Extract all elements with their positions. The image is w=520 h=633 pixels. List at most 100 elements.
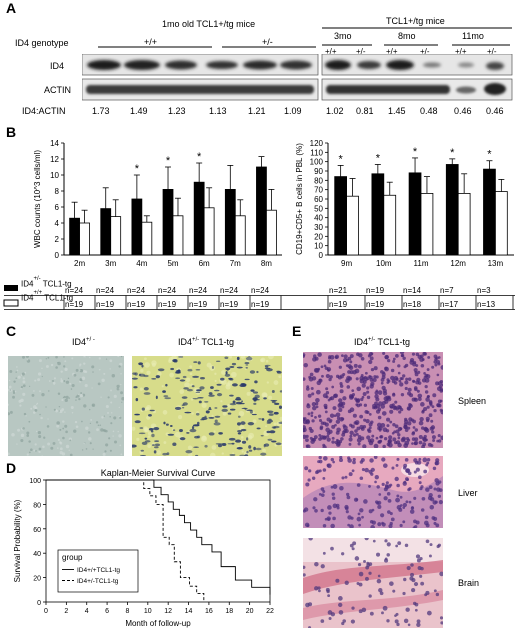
- nucleus: [314, 416, 317, 419]
- cell-speck: [58, 410, 61, 412]
- nucleus: [404, 386, 408, 391]
- cell-speck: [118, 434, 122, 438]
- cell-speck: [22, 392, 26, 396]
- stained-cell: [246, 437, 249, 441]
- cell-speck: [220, 400, 223, 403]
- nucleus: [433, 408, 437, 413]
- nucleus: [341, 476, 345, 480]
- stained-cell: [271, 440, 277, 443]
- nucleus: [397, 433, 401, 437]
- cell-speck: [48, 390, 50, 392]
- nucleus: [362, 376, 366, 380]
- x-tick-label: 2: [64, 608, 68, 615]
- tissue-label-liver: Liver: [458, 488, 478, 498]
- stained-cell: [200, 419, 205, 421]
- cell-speck: [25, 415, 27, 417]
- stained-cell: [218, 432, 223, 435]
- nucleus: [312, 405, 317, 411]
- nucleus: [322, 445, 327, 448]
- cell-speck: [225, 384, 231, 390]
- y-tick-label: 6: [55, 203, 60, 212]
- cell-speck: [47, 418, 49, 420]
- nucleus: [342, 396, 347, 401]
- stained-cell: [248, 356, 251, 357]
- cell-speck: [112, 435, 114, 437]
- stained-cell: [266, 368, 273, 372]
- micrograph-bg: [8, 356, 124, 456]
- stained-cell: [250, 389, 255, 392]
- nucleus: [372, 377, 377, 383]
- nucleus: [387, 442, 393, 448]
- nucleus: [338, 596, 343, 601]
- cell-speck: [62, 427, 65, 430]
- tg-n-cell: n=7: [440, 286, 454, 295]
- legend-label: ID4+/+TCL1-tg: [77, 567, 120, 574]
- stained-cell: [278, 421, 282, 425]
- nucleus: [389, 420, 393, 424]
- nucleus: [381, 411, 387, 416]
- nucleus: [404, 440, 410, 446]
- cell-speck: [97, 382, 101, 386]
- stained-cell: [144, 437, 148, 440]
- bar: [383, 194, 397, 256]
- nucleus: [364, 409, 369, 414]
- nucleus: [324, 517, 328, 521]
- cell-speck: [71, 357, 74, 360]
- cell-speck: [240, 436, 244, 439]
- cell-speck: [74, 420, 78, 424]
- cell-speck: [99, 424, 102, 426]
- nucleus: [317, 352, 322, 357]
- nucleus: [426, 419, 430, 423]
- cell-speck: [65, 395, 69, 399]
- cell-speck: [64, 424, 68, 428]
- stained-cell: [141, 407, 145, 411]
- nucleus: [436, 373, 440, 377]
- cell-speck: [273, 380, 279, 385]
- cell-speck: [28, 440, 31, 443]
- stained-cell: [240, 428, 247, 432]
- nucleus: [426, 457, 431, 462]
- stained-cell: [236, 447, 243, 450]
- nucleus: [329, 413, 335, 418]
- x-tick-label: 16: [205, 608, 213, 615]
- nucleus: [433, 589, 437, 593]
- cell-speck: [52, 379, 54, 382]
- nucleus: [432, 439, 436, 442]
- nucleus: [375, 375, 379, 379]
- nucleus: [394, 619, 399, 624]
- nucleus: [361, 383, 366, 388]
- nucleus: [405, 477, 409, 481]
- nucleus: [427, 355, 431, 359]
- nucleus: [414, 437, 419, 442]
- nucleus: [327, 505, 332, 510]
- cell-speck: [15, 371, 17, 373]
- nucleus: [390, 368, 395, 373]
- cell-speck: [9, 389, 12, 391]
- cell-speck: [76, 394, 80, 398]
- cell-speck: [26, 431, 30, 435]
- cell-speck: [260, 357, 266, 363]
- stained-cell: [225, 367, 231, 371]
- bar: [266, 209, 277, 256]
- nucleus: [402, 356, 406, 361]
- nucleus: [330, 546, 334, 551]
- nucleus: [423, 520, 429, 526]
- nucleus: [411, 352, 416, 356]
- nucleus: [397, 371, 401, 375]
- cell-speck: [92, 448, 94, 450]
- nucleus: [345, 510, 349, 514]
- nucleus: [326, 367, 332, 372]
- cell-speck: [187, 430, 190, 433]
- cell-speck: [84, 384, 88, 388]
- stained-cell: [151, 377, 157, 380]
- nucleus: [333, 414, 337, 418]
- nucleus: [310, 387, 314, 390]
- nucleus: [376, 501, 380, 505]
- nucleus: [335, 578, 340, 583]
- nucleus: [381, 372, 386, 377]
- x-tick-label: 6: [105, 608, 109, 615]
- nucleus: [307, 412, 311, 416]
- nucleus: [393, 375, 399, 381]
- nucleus: [395, 544, 399, 548]
- nucleus: [368, 484, 371, 488]
